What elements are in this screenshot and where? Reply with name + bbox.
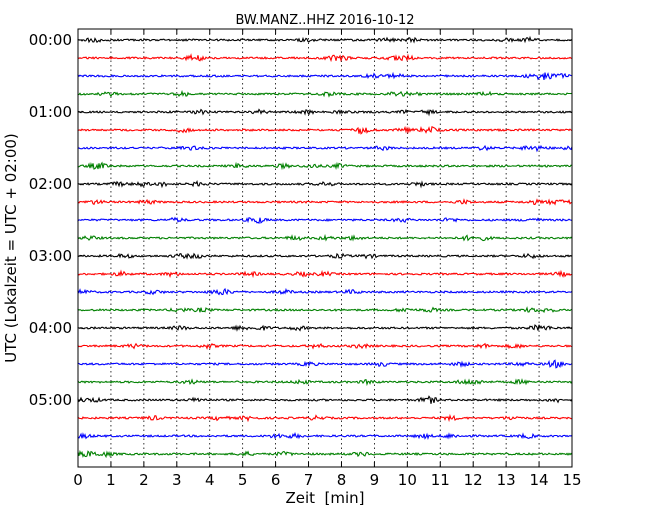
x-tick-label: 3 bbox=[172, 471, 182, 489]
trace-line bbox=[77, 108, 573, 117]
trace-line bbox=[77, 71, 573, 81]
x-tick-label: 6 bbox=[271, 471, 281, 489]
trace-line bbox=[77, 306, 573, 314]
y-tick-label: 03:00 bbox=[29, 247, 72, 265]
trace-line bbox=[77, 359, 573, 369]
x-tick-label: 8 bbox=[337, 471, 347, 489]
y-axis-label: UTC (Lokalzeit = UTC + 02:00) bbox=[2, 133, 20, 363]
ticks bbox=[77, 29, 573, 467]
x-tick-label: 14 bbox=[530, 471, 549, 489]
trace-line bbox=[77, 342, 573, 350]
x-tick-label: 10 bbox=[398, 471, 417, 489]
trace-line bbox=[77, 378, 573, 387]
x-tick-label: 13 bbox=[497, 471, 516, 489]
x-tick-label: 1 bbox=[106, 471, 116, 489]
x-tick-label: 15 bbox=[562, 471, 581, 489]
y-tick-label: 01:00 bbox=[29, 103, 72, 121]
trace-line bbox=[77, 180, 572, 189]
trace-line bbox=[77, 395, 573, 404]
trace-line bbox=[77, 89, 573, 98]
trace-line bbox=[77, 233, 573, 242]
trace-line bbox=[77, 269, 573, 279]
trace-line bbox=[77, 324, 573, 332]
x-tick-label: 9 bbox=[370, 471, 380, 489]
trace-line bbox=[77, 431, 573, 440]
x-tick-label: 4 bbox=[205, 471, 215, 489]
x-tick-labels: 0 1 2 3 4 5 6 7 8 9 10 11 12 13 14 15 bbox=[73, 471, 581, 489]
y-tick-label: 00:00 bbox=[29, 31, 72, 49]
x-tick-label: 0 bbox=[73, 471, 83, 489]
trace-line bbox=[77, 413, 573, 423]
x-tick-label: 7 bbox=[304, 471, 314, 489]
trace-line bbox=[77, 161, 573, 171]
traces bbox=[77, 35, 573, 459]
trace-line bbox=[77, 53, 573, 63]
trace-line bbox=[77, 35, 573, 44]
y-tick-label: 02:00 bbox=[29, 175, 72, 193]
trace-line bbox=[77, 216, 573, 225]
x-tick-label: 11 bbox=[431, 471, 450, 489]
x-tick-label: 12 bbox=[464, 471, 483, 489]
trace-line bbox=[77, 287, 573, 296]
x-axis-label: Zeit [min] bbox=[285, 489, 364, 507]
trace-line bbox=[77, 449, 573, 459]
chart-title: BW.MANZ..HHZ 2016-10-12 bbox=[235, 13, 414, 28]
trace-line bbox=[77, 125, 573, 135]
grid bbox=[110, 29, 540, 467]
x-tick-label: 5 bbox=[238, 471, 248, 489]
trace-line bbox=[77, 144, 573, 153]
trace-line bbox=[77, 198, 572, 206]
x-tick-label: 2 bbox=[139, 471, 149, 489]
trace-line bbox=[77, 252, 573, 260]
y-tick-labels: 00:00 01:00 02:00 03:00 04:00 05:00 bbox=[29, 31, 72, 409]
y-tick-label: 04:00 bbox=[29, 319, 72, 337]
plot-frame bbox=[77, 28, 573, 468]
y-tick-label: 05:00 bbox=[29, 391, 72, 409]
